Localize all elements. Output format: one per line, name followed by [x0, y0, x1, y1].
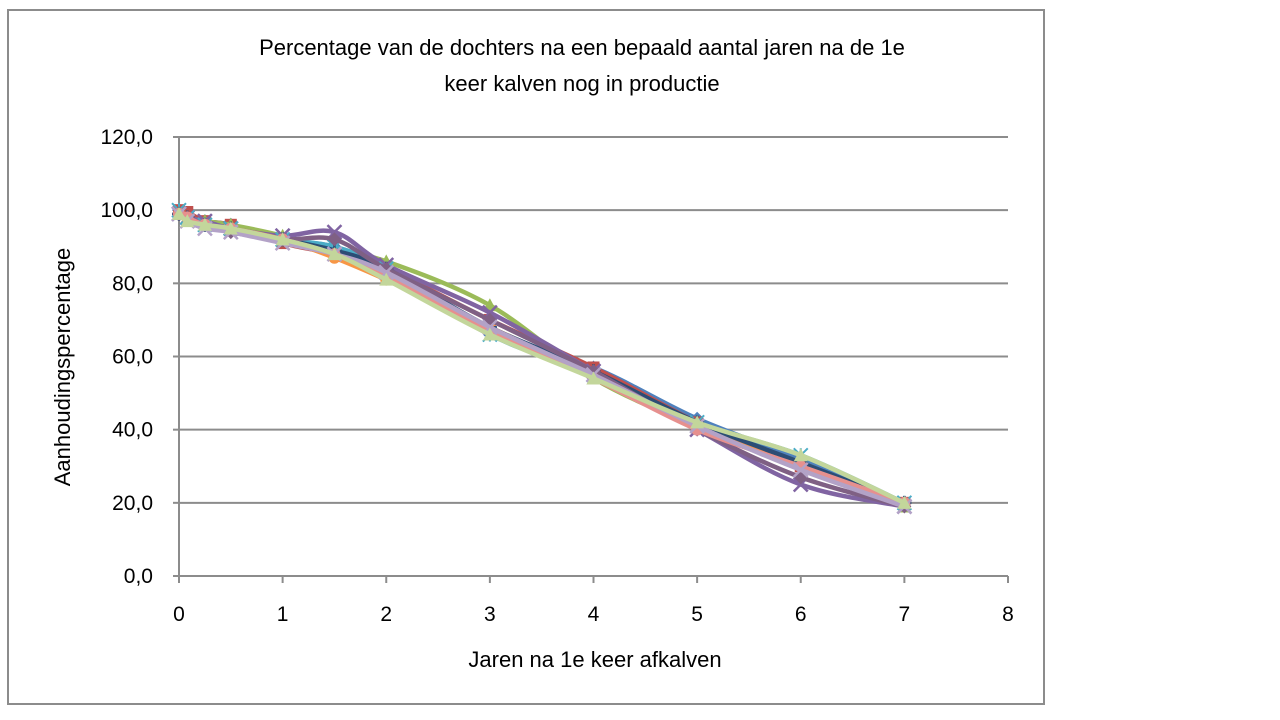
x-tick-label: 1 — [277, 603, 289, 626]
y-tick-label: 100,0 — [100, 199, 153, 222]
data-point — [180, 214, 195, 228]
x-tick-label: 3 — [484, 603, 496, 626]
y-tick-label: 60,0 — [112, 346, 153, 369]
x-tick-label: 6 — [795, 603, 807, 626]
x-axis-label: Jaren na 1e keer afkalven — [468, 647, 721, 672]
x-tick-label: 7 — [899, 603, 911, 626]
data-point — [223, 221, 238, 235]
gridlines — [179, 136, 1008, 504]
tick-labels: 0,0 20,0 40,0 60,0 80,0 100,0 120,0 0 1 2 3 4 5 6 7 8 — [100, 126, 1013, 626]
series-11 — [172, 206, 912, 509]
data-point — [275, 232, 290, 246]
data-point — [482, 327, 497, 341]
data-point — [379, 272, 394, 286]
data-point — [172, 206, 186, 220]
data-point — [327, 232, 342, 247]
y-tick-label: 0,0 — [124, 565, 153, 588]
y-tick-label: 40,0 — [112, 419, 153, 442]
y-tick-label: 20,0 — [112, 492, 153, 515]
chart-frame: Percentage van de dochters na een bepaal… — [7, 9, 1045, 705]
x-tick-label: 4 — [588, 603, 600, 626]
x-tick-label: 5 — [691, 603, 703, 626]
chart-title-line-1: Percentage van de dochters na een bepaal… — [259, 35, 905, 60]
series-10 — [171, 205, 913, 515]
series-group — [171, 202, 913, 515]
y-tick-label: 120,0 — [100, 126, 153, 149]
x-tick-label: 0 — [173, 603, 185, 626]
y-axis-label: Aanhoudingspercentage — [50, 248, 75, 487]
y-tick-label: 80,0 — [112, 272, 153, 295]
data-point — [690, 415, 705, 429]
data-point — [897, 495, 912, 509]
data-point — [792, 462, 809, 478]
data-point — [327, 247, 342, 261]
data-point — [586, 371, 601, 385]
data-point — [793, 448, 808, 462]
x-tick-label: 2 — [380, 603, 392, 626]
chart-title-line-2: keer kalven nog in productie — [444, 71, 719, 96]
line-chart: Percentage van de dochters na een bepaal… — [50, 35, 1014, 672]
data-point — [197, 217, 212, 231]
axes — [173, 136, 1009, 583]
x-tick-label: 8 — [1002, 603, 1014, 626]
